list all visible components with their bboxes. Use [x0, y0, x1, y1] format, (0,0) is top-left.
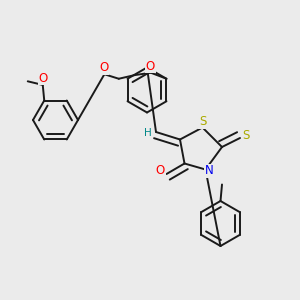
Text: S: S — [242, 129, 250, 142]
Text: O: O — [146, 60, 155, 73]
Text: O: O — [156, 164, 165, 177]
Text: N: N — [205, 164, 214, 178]
Text: S: S — [199, 115, 206, 128]
Text: H: H — [144, 128, 152, 139]
Text: O: O — [99, 61, 108, 74]
Text: O: O — [38, 72, 47, 85]
